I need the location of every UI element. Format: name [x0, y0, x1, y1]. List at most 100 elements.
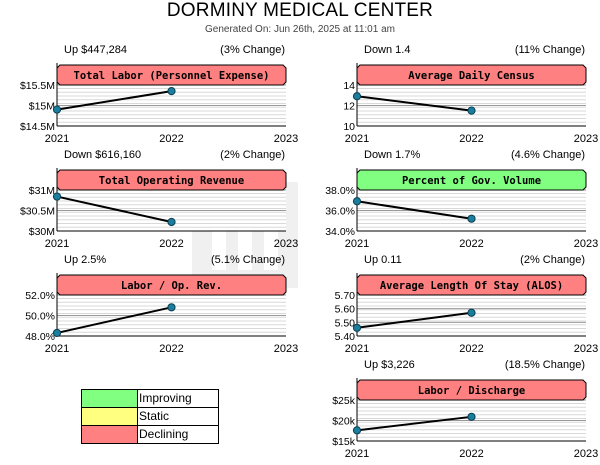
y-tick-label: 34.0% — [325, 226, 355, 238]
legend-swatch-declining — [82, 426, 138, 443]
data-point — [352, 197, 362, 206]
x-tick-label: 2023 — [274, 343, 298, 355]
series-line-segment — [56, 90, 172, 111]
x-tick-label: 2021 — [345, 448, 369, 460]
legend-label-declining: Declining — [139, 427, 189, 441]
panel-change: (18.5% Change) — [505, 359, 585, 371]
series-line-segment — [56, 306, 172, 334]
chart-title-band — [56, 64, 287, 86]
x-tick-label: 2022 — [459, 238, 483, 250]
status-legend: Improving Static Declining — [81, 389, 219, 444]
series-line-segment — [356, 200, 472, 220]
chart-title-band — [56, 169, 287, 191]
x-tick-label: 2021 — [45, 343, 69, 355]
y-tick-label: $30.5M — [20, 206, 55, 218]
y-tick-label: 5.60 — [335, 304, 356, 316]
chart-title: Labor / Discharge — [418, 385, 525, 397]
y-tick-label: $15.5M — [20, 80, 55, 92]
y-tick-label: $14.5M — [20, 121, 55, 133]
data-point — [352, 92, 362, 101]
x-tick-label: 2022 — [159, 133, 183, 145]
data-point — [352, 323, 362, 332]
x-tick-label: 2021 — [345, 343, 369, 355]
x-tick-label: 2022 — [459, 343, 483, 355]
panel-summary: Up 0.11 — [364, 254, 402, 266]
chart-panel-4: Down 1.7% (4.6% Change) 34.0% 36.0% 38.0% Per… — [325, 149, 598, 250]
panel-summary: Down 1.4 — [364, 44, 410, 56]
chart-title: Percent of Gov. Volume — [402, 175, 541, 187]
panel-change: (5.1% Change) — [211, 254, 285, 266]
y-tick-label: $15k — [332, 436, 356, 448]
chart-title-band — [356, 379, 587, 401]
y-tick-label: 5.40 — [335, 331, 356, 343]
chart-panel-1: Up $447,284 (3% Change) $14.5M $15M $15.5M To… — [20, 44, 298, 145]
data-point — [467, 214, 476, 223]
y-tick-label: 5.50 — [335, 317, 356, 329]
chart-panel-2: Down 1.4 (11% Change) 10 12 14 Average Daily … — [343, 44, 598, 145]
series-line-segment — [56, 195, 172, 223]
y-tick-label: 14 — [343, 80, 355, 92]
data-point — [467, 308, 476, 317]
panel-change: (2% Change) — [520, 254, 585, 266]
y-tick-label: $15M — [29, 101, 55, 113]
data-point — [52, 105, 62, 114]
report-title: DORMINY MEDICAL CENTER — [166, 0, 434, 21]
chart-title-band — [356, 274, 587, 296]
chart-title-band — [56, 274, 287, 296]
x-tick-label: 2021 — [45, 238, 69, 250]
x-tick-label: 2023 — [574, 343, 598, 355]
chart-title-band — [356, 64, 587, 86]
legend-label-static: Static — [139, 409, 170, 423]
y-tick-label: $31M — [29, 185, 55, 197]
chart-title: Average Length Of Stay (ALOS) — [380, 280, 563, 292]
x-tick-label: 2023 — [274, 133, 298, 145]
chart-panel-5: Up 2.5% (5.1% Change) 48.0% 50.0% 52.0% Labor… — [25, 254, 298, 355]
y-tick-label: 12 — [343, 101, 355, 113]
x-tick-label: 2021 — [345, 133, 369, 145]
x-tick-label: 2022 — [159, 343, 183, 355]
legend-label-improving: Improving — [139, 391, 192, 405]
y-tick-label: $30M — [29, 226, 55, 238]
panel-summary: Up 2.5% — [64, 254, 106, 266]
panel-summary: Down $616,160 — [64, 149, 141, 161]
x-tick-label: 2023 — [274, 238, 298, 250]
legend-swatch-improving — [82, 390, 138, 407]
chart-title: Total Operating Revenue — [99, 175, 244, 187]
y-tick-label: 10 — [343, 121, 355, 133]
y-tick-label: 38.0% — [325, 185, 355, 197]
y-tick-label: 52.0% — [25, 290, 55, 302]
panel-change: (3% Change) — [220, 44, 285, 56]
chart-panel-3: Down $616,160 (2% Change) $30M $30.5M $31M To… — [20, 149, 298, 250]
chart-panel-6: Up 0.11 (2% Change) 5.40 5.505.60 5.70 Averag… — [335, 254, 599, 355]
y-tick-label: 5.70 — [335, 290, 356, 302]
y-tick-label: 50.0% — [25, 311, 55, 323]
legend-item-improving: Improving — [82, 390, 218, 408]
x-tick-label: 2023 — [574, 238, 598, 250]
chart-panel-7: Up $3,226 (18.5% Change) $15k $20k $25k Labor… — [332, 359, 598, 460]
panel-summary: Up $447,284 — [64, 44, 127, 56]
series-line-segment — [356, 311, 472, 329]
y-tick-label: $25k — [332, 395, 356, 407]
x-tick-label: 2021 — [345, 238, 369, 250]
y-tick-label: $20k — [332, 416, 356, 428]
y-tick-label: 48.0% — [25, 331, 55, 343]
data-point — [467, 106, 476, 115]
panel-change: (2% Change) — [220, 149, 285, 161]
data-point — [52, 192, 62, 201]
x-tick-label: 2022 — [159, 238, 183, 250]
y-tick-label: 36.0% — [325, 206, 355, 218]
panel-change: (4.6% Change) — [511, 149, 585, 161]
series-line-segment — [356, 415, 472, 432]
x-tick-label: 2021 — [45, 133, 69, 145]
chart-title: Labor / Op. Rev. — [121, 280, 222, 292]
series-line-segment — [356, 95, 472, 112]
data-point — [467, 412, 476, 421]
x-tick-label: 2022 — [459, 448, 483, 460]
chart-title: Average Daily Census — [408, 70, 534, 82]
legend-swatch-static — [82, 408, 138, 425]
data-point — [167, 303, 176, 312]
data-point — [167, 217, 176, 227]
x-tick-label: 2022 — [459, 133, 483, 145]
data-point — [52, 328, 62, 338]
